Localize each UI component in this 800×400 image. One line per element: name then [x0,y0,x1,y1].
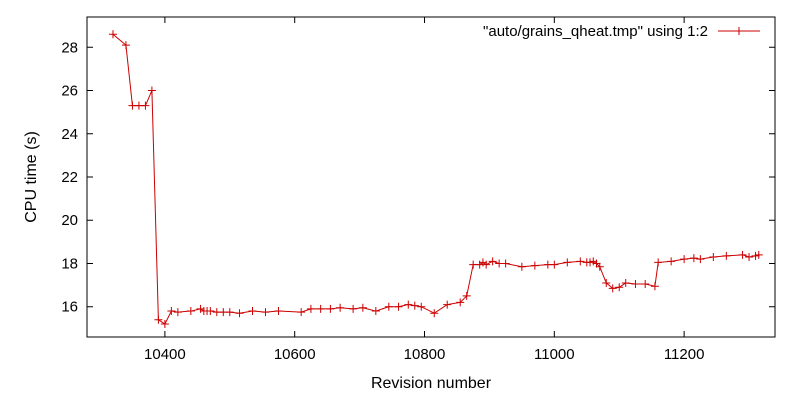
data-point [478,258,487,267]
data-point [689,254,698,263]
data-point [456,298,465,307]
legend-label: "auto/grains_qheat.tmp" using 1:2 [483,23,708,40]
data-point [586,258,595,267]
data-point [745,253,754,261]
y-axis-title: CPU time (s) [23,131,40,223]
data-point [326,304,335,313]
data-point [108,30,117,39]
data-point [680,255,689,264]
data-point [417,302,426,311]
data-point [154,315,163,324]
data-point [235,309,244,318]
data-point [650,282,659,291]
x-axis-title: Revision number [371,375,492,392]
x-tick-label: 10800 [404,346,446,363]
data-point [488,257,497,266]
data-point [371,307,380,316]
data-point [196,304,205,313]
data-point [615,283,624,292]
data-point [186,307,195,316]
data-point [316,304,325,313]
data-point [602,278,611,287]
data-point [336,303,345,312]
data-point [631,280,640,289]
data-point [274,307,283,316]
data-point [738,250,747,259]
data-point [443,300,452,309]
data-point [141,101,150,110]
data-point [404,300,413,309]
data-point [297,308,306,317]
y-tick-label: 24 [61,126,78,143]
data-point [261,308,270,317]
y-axis: 16 18 20 22 24 26 28 [61,39,775,316]
x-tick-label: 11000 [534,346,575,363]
data-point [349,304,358,313]
y-tick-label: 28 [61,39,78,56]
data-point [550,260,559,269]
data-point [501,259,510,268]
data-point [147,86,156,95]
data-point [667,257,676,266]
data-point [589,257,598,266]
data-point [358,303,367,312]
data-point [248,307,257,316]
y-tick-label: 16 [61,299,78,316]
legend-marker [735,27,743,35]
series-layer [108,30,763,329]
plot-frame [86,16,776,338]
y-tick-label: 26 [61,83,78,100]
data-point [563,258,572,267]
x-tick-label: 10400 [144,346,186,363]
data-point [306,304,315,313]
legend: "auto/grains_qheat.tmp" using 1:2 [483,23,760,40]
data-point [206,307,215,316]
data-point [384,302,393,311]
y-tick-label: 20 [61,212,78,229]
data-point [696,255,705,264]
x-axis: 10400 10600 10800 11000 11200 [144,17,704,363]
data-point [754,250,763,259]
data-point [160,320,169,329]
data-point [430,309,439,318]
data-point [173,308,182,317]
data-point [654,258,663,267]
data-point [722,251,731,260]
y-tick-label: 18 [61,255,78,272]
data-point [462,291,471,300]
y-tick-label: 22 [61,169,78,186]
data-point [121,41,130,50]
data-point [482,260,491,269]
data-point [530,261,539,270]
data-point [167,307,176,316]
data-point [751,251,760,260]
data-point [641,280,650,289]
data-point [621,278,630,287]
data-point [595,262,604,271]
data-point [410,301,419,310]
data-point [592,259,601,268]
x-tick-label: 10600 [274,346,316,363]
x-tick-label: 11200 [664,346,705,363]
data-point [394,302,403,311]
series-line [112,33,759,325]
data-point [576,257,585,266]
data-point [608,284,617,293]
data-point [517,262,526,271]
data-point [225,308,234,317]
data-point [709,253,718,261]
